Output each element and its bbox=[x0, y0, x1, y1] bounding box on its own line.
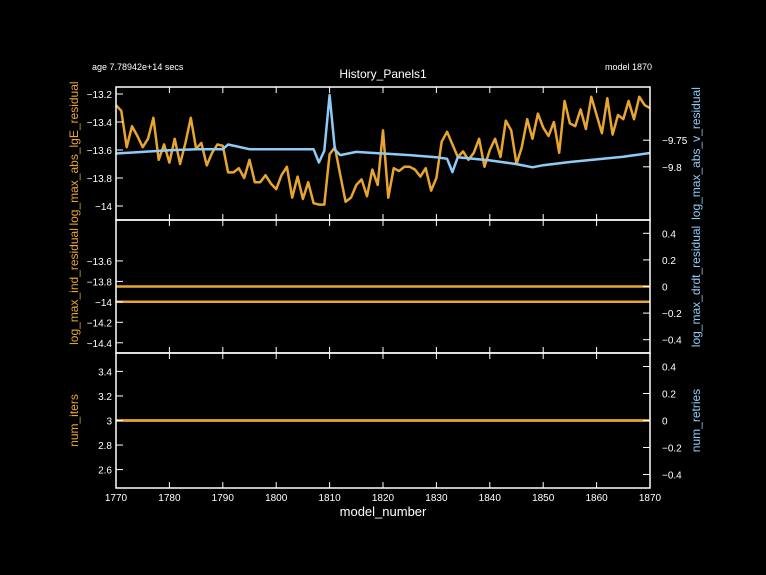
panel-1-series-left bbox=[115, 95, 651, 206]
y-tick-label: −13.2 bbox=[87, 90, 113, 101]
y2-tick-label: −0.4 bbox=[662, 336, 682, 347]
y-tick-label: 2.8 bbox=[98, 441, 112, 452]
x-tick-label: 1790 bbox=[212, 493, 235, 504]
y2-tick-label: −0.4 bbox=[662, 471, 682, 482]
panel-1-y-axis-label: log_max_abs_lgE_residual bbox=[67, 81, 81, 225]
model-readout: model 1870 bbox=[605, 62, 652, 72]
y-tick-label: 3 bbox=[106, 417, 112, 428]
y-tick-label: −14 bbox=[95, 202, 112, 213]
y2-tick-label: 0.4 bbox=[662, 363, 676, 374]
y2-tick-label: −9.8 bbox=[662, 163, 682, 174]
y-tick-label: −13.6 bbox=[87, 146, 113, 157]
panel-1-y2-axis-label: log_max_abs_v_residual bbox=[689, 87, 703, 220]
y2-tick-label: −0.2 bbox=[662, 309, 682, 320]
y2-tick-label: 0.2 bbox=[662, 256, 676, 267]
y-tick-label: −13.4 bbox=[87, 118, 113, 129]
x-tick-label: 1810 bbox=[318, 493, 341, 504]
y-tick-label: −14.2 bbox=[87, 318, 113, 329]
age-readout: age 7.78942e+14 secs bbox=[92, 62, 184, 72]
x-tick-label: 1870 bbox=[639, 493, 662, 504]
x-tick-label: 1780 bbox=[158, 493, 181, 504]
panel-2-y-axis-label: log_max_ind_residual bbox=[67, 228, 81, 345]
panel-1-series-right bbox=[115, 93, 651, 174]
panel-2: −14.4 −14.2 −14 −13.8 −13.6 −0.4 −0.2 0 0.2 0.4 lo… bbox=[67, 219, 703, 354]
y-tick-label: −13.8 bbox=[87, 277, 113, 288]
chart-title: History_Panels1 bbox=[339, 67, 427, 81]
panel-3-y2-axis-label: num_retries bbox=[689, 389, 703, 452]
y2-tick-label: −9.75 bbox=[662, 136, 688, 147]
x-axis-label: model_number bbox=[340, 504, 427, 519]
panel-3-y-axis-label: num_iters bbox=[67, 394, 81, 447]
x-tick-label: 1860 bbox=[585, 493, 608, 504]
x-tick-label: 1800 bbox=[265, 493, 288, 504]
y-tick-label: 2.6 bbox=[98, 466, 112, 477]
x-tick-label: 1850 bbox=[532, 493, 555, 504]
y-tick-label: −13.6 bbox=[87, 257, 113, 268]
x-tick-label: 1820 bbox=[372, 493, 395, 504]
y-tick-label: 3.2 bbox=[98, 392, 112, 403]
panels-group: −14−13.8−13.6−13.4−13.2−9.8−9.75log_max_… bbox=[67, 81, 703, 504]
y2-tick-label: −0.2 bbox=[662, 444, 682, 455]
x-tick-label: 1770 bbox=[105, 493, 128, 504]
y2-tick-label: 0.2 bbox=[662, 390, 676, 401]
y2-tick-label: 0 bbox=[662, 283, 668, 294]
x-tick-label: 1830 bbox=[425, 493, 448, 504]
x-tick-label: 1840 bbox=[479, 493, 502, 504]
panel-2-y2-axis-label: log_max_drdt_residual bbox=[689, 226, 703, 347]
y2-tick-label: 0.4 bbox=[662, 229, 676, 240]
y2-tick-label: 0 bbox=[662, 417, 668, 428]
y-tick-label: 3.4 bbox=[98, 367, 112, 378]
panel-3: 2.6 2.8 3 3.2 3.4 −0.4 −0.2 0 0.2 0.4 num_iters num… bbox=[67, 352, 703, 489]
y-tick-label: −13.8 bbox=[87, 174, 113, 185]
y-tick-label: −14 bbox=[95, 298, 112, 309]
panel-1: −14−13.8−13.6−13.4−13.2−9.8−9.75log_max_… bbox=[67, 81, 703, 225]
y-tick-label: −14.4 bbox=[87, 339, 113, 350]
